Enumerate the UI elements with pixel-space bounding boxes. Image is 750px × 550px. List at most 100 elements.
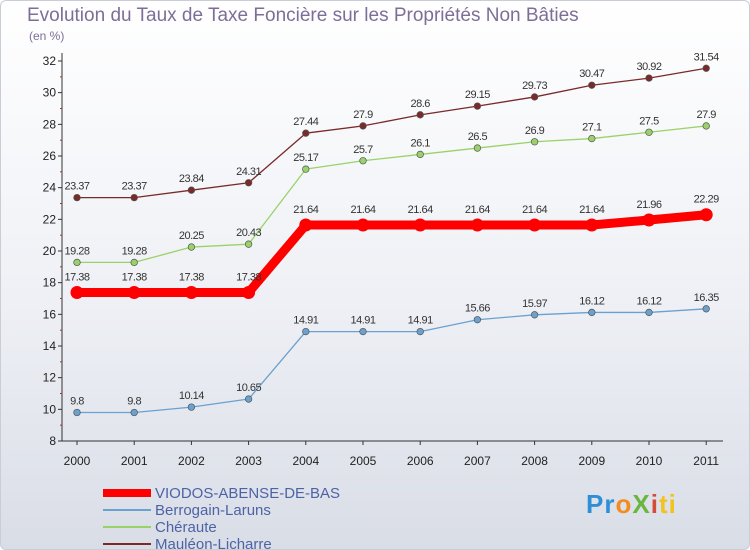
- data-point: [130, 258, 138, 267]
- x-tick-label: 2009: [578, 454, 605, 468]
- y-tick-label: 12: [43, 371, 57, 385]
- data-point: [588, 308, 596, 317]
- data-label: 17.38: [179, 271, 204, 283]
- legend-label: VIODOS-ABENSE-DE-BAS: [155, 485, 341, 502]
- data-label: 21.64: [465, 204, 490, 216]
- legend-swatch: [103, 543, 151, 545]
- data-label: 15.66: [465, 303, 490, 315]
- data-label: 23.37: [122, 181, 147, 193]
- y-tick-label: 30: [43, 86, 57, 100]
- data-point: [359, 327, 367, 336]
- data-point: [359, 122, 367, 130]
- y-tick-label: 24: [43, 181, 57, 195]
- logo-part: o: [615, 489, 633, 519]
- chart-title: Evolution du Taux de Taxe Foncière sur l…: [27, 5, 579, 26]
- legend-label: Mauléon-Licharre: [155, 536, 272, 550]
- data-label: 27.9: [696, 109, 716, 121]
- y-tick-label: 28: [43, 117, 57, 131]
- legend-swatch: [103, 526, 151, 528]
- x-tick-label: 2005: [350, 454, 377, 468]
- data-point: [585, 218, 599, 232]
- data-label: 17.38: [122, 271, 147, 283]
- data-label: 20.25: [179, 230, 204, 242]
- data-label: 14.91: [350, 315, 375, 327]
- data-label: 16.35: [694, 292, 719, 304]
- data-point: [244, 179, 253, 187]
- data-label: 29.73: [522, 80, 547, 92]
- data-label: 19.28: [122, 245, 147, 257]
- data-point: [299, 218, 313, 232]
- data-point: [588, 134, 596, 143]
- data-label: 29.15: [465, 89, 490, 101]
- x-tick-label: 2011: [693, 454, 719, 468]
- data-point: [302, 129, 310, 137]
- data-point: [470, 218, 484, 232]
- x-tick-label: 2008: [521, 454, 548, 468]
- legend-label: Chéraute: [155, 519, 217, 536]
- y-tick-label: 32: [43, 54, 57, 68]
- data-label: 21.96: [636, 199, 661, 211]
- x-tick-label: 2006: [407, 454, 434, 468]
- data-point: [530, 93, 539, 101]
- data-point: [473, 144, 482, 152]
- series-ch-raute: [73, 122, 710, 267]
- data-point: [244, 240, 253, 248]
- logo-part: i: [650, 489, 659, 519]
- data-label: 23.37: [64, 181, 89, 193]
- data-point: [70, 285, 84, 299]
- data-point: [642, 213, 656, 227]
- data-label: 28.6: [410, 98, 430, 110]
- data-label: 17.38: [64, 271, 89, 283]
- y-tick-label: 8: [49, 434, 56, 448]
- unit-label: (en %): [29, 29, 65, 43]
- data-label: 22.29: [694, 194, 719, 206]
- series-line: [76, 67, 707, 199]
- data-point: [73, 408, 81, 417]
- data-label: 26.9: [525, 125, 545, 137]
- data-label: 27.1: [582, 122, 602, 134]
- data-point: [130, 408, 138, 417]
- data-label: 14.91: [293, 315, 318, 327]
- data-point: [73, 193, 81, 202]
- y-tick-label: 20: [43, 244, 57, 258]
- series-line: [76, 308, 707, 414]
- data-label: 9.8: [70, 396, 84, 408]
- data-label: 10.14: [179, 390, 204, 402]
- data-point: [127, 285, 141, 299]
- x-tick-label: 2010: [636, 454, 663, 468]
- y-tick-label: 18: [43, 276, 57, 290]
- series-layer: [70, 64, 713, 417]
- data-label: 21.64: [293, 204, 318, 216]
- logo-part: Pr: [586, 489, 616, 519]
- series-berrogain-laruns: [73, 305, 710, 417]
- y-tick-label: 14: [43, 339, 57, 353]
- data-label: 27.5: [639, 115, 659, 127]
- x-tick-label: 2007: [464, 454, 491, 468]
- data-label: 14.91: [408, 315, 433, 327]
- data-point: [699, 208, 713, 222]
- data-point: [702, 122, 710, 130]
- x-tick-label: 2004: [292, 454, 319, 468]
- y-tick-label: 16: [43, 307, 57, 321]
- data-label: 10.65: [236, 382, 261, 394]
- data-point: [645, 74, 653, 82]
- data-point: [416, 111, 424, 119]
- x-tick-label: 2000: [64, 454, 91, 468]
- data-label: 25.7: [353, 144, 373, 156]
- data-label: 26.5: [468, 131, 488, 143]
- legend-swatch: [103, 509, 151, 511]
- data-point: [645, 308, 653, 317]
- proxiti-logo: ProXiti: [586, 489, 677, 520]
- data-label: 30.92: [636, 61, 661, 73]
- data-label: 21.64: [522, 204, 547, 216]
- data-point: [302, 327, 310, 336]
- legend-label: Berrogain-Laruns: [155, 502, 271, 519]
- x-tick-label: 2002: [178, 454, 205, 468]
- data-label: 21.64: [579, 204, 604, 216]
- y-tick-label: 26: [43, 149, 57, 163]
- data-point: [702, 64, 710, 72]
- logo-part: X: [632, 489, 651, 519]
- data-label: 16.12: [579, 295, 604, 307]
